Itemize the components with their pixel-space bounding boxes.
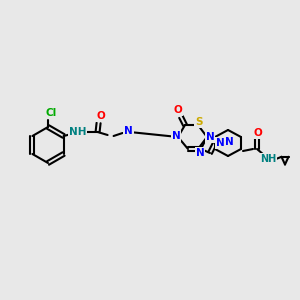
Text: N: N: [124, 126, 133, 136]
Text: O: O: [96, 111, 105, 121]
Text: S: S: [195, 117, 203, 127]
Text: O: O: [174, 105, 182, 115]
Text: N: N: [225, 137, 233, 147]
Text: N: N: [216, 138, 224, 148]
Text: N: N: [196, 148, 204, 158]
Text: O: O: [254, 128, 262, 138]
Text: Cl: Cl: [45, 108, 57, 118]
Text: NH: NH: [69, 127, 86, 137]
Text: NH: NH: [260, 154, 276, 164]
Text: N: N: [172, 131, 180, 141]
Text: N: N: [206, 132, 214, 142]
